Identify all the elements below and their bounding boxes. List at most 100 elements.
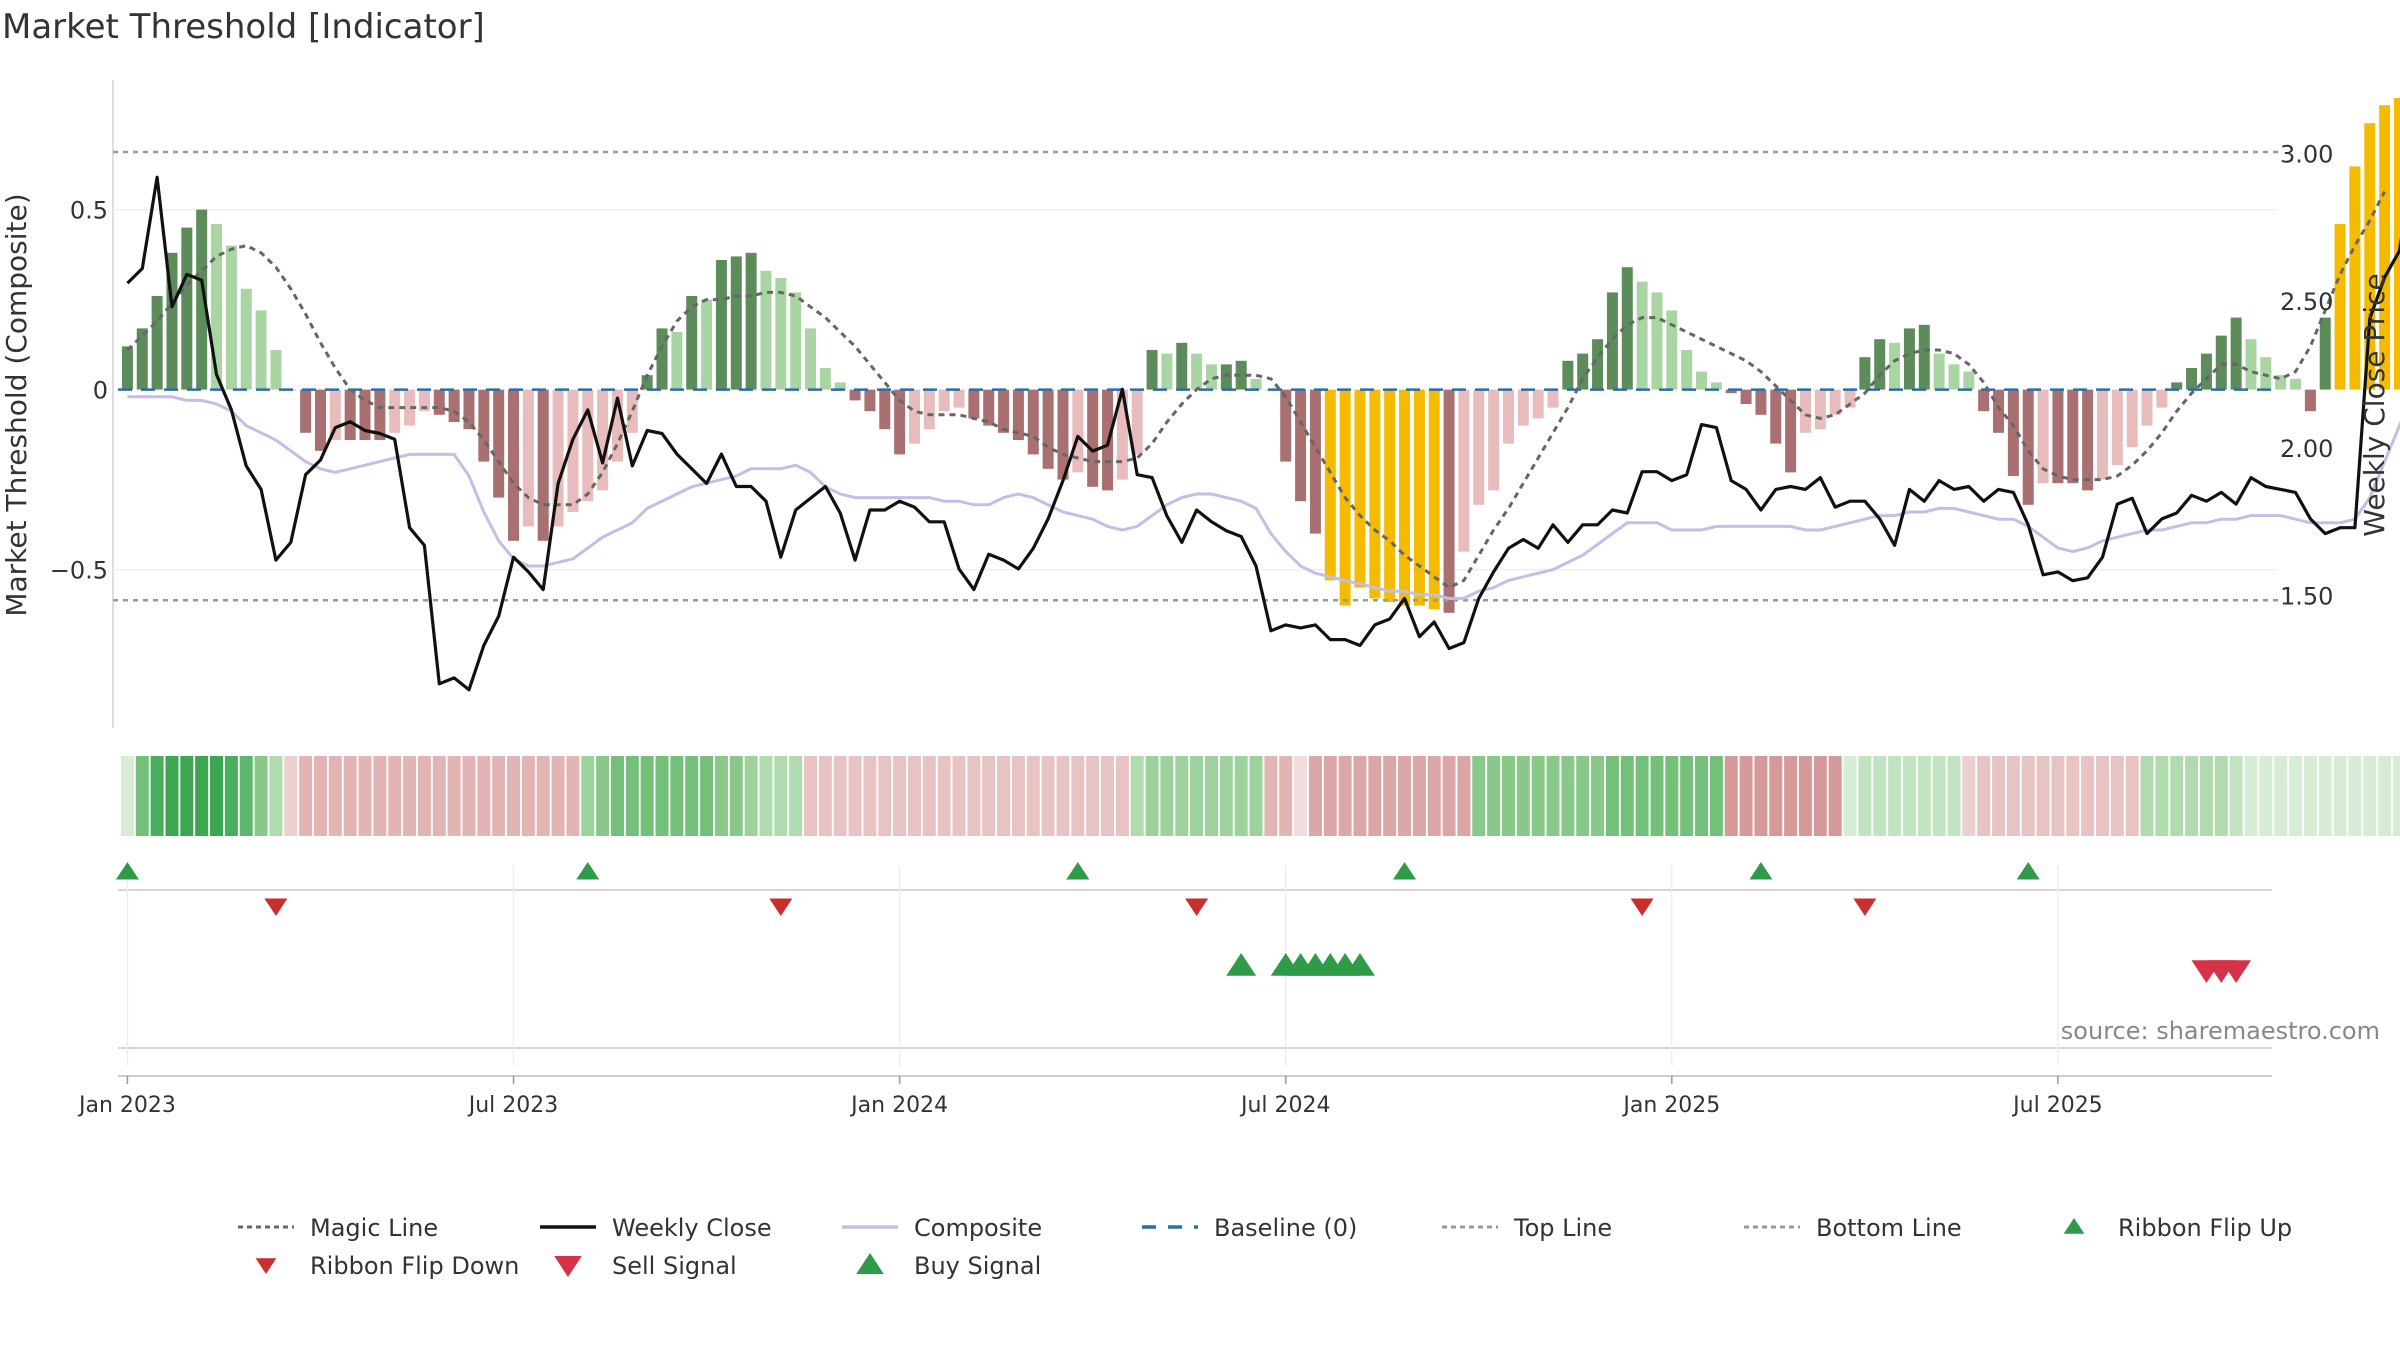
histogram-bar bbox=[151, 296, 163, 390]
histogram-bar bbox=[196, 209, 208, 390]
buy-signal-marker bbox=[1345, 953, 1375, 976]
histogram-bar bbox=[1384, 389, 1396, 602]
histogram-bar bbox=[344, 389, 356, 440]
ribbon-cell bbox=[1591, 756, 1605, 836]
histogram-bar bbox=[1027, 389, 1039, 455]
ribbon-cell bbox=[997, 756, 1011, 836]
histogram-bar bbox=[2022, 389, 2034, 505]
ribbon-cell bbox=[254, 756, 268, 836]
legend-baseline: Baseline (0) bbox=[1142, 1214, 1357, 1242]
ribbon-cell bbox=[655, 756, 669, 836]
date-gridlines bbox=[126, 866, 2059, 1066]
ribbon-cell bbox=[1576, 756, 1590, 836]
histogram-bar bbox=[834, 382, 846, 390]
ribbon-cell bbox=[1858, 756, 1872, 836]
ribbon-cell bbox=[1056, 756, 1070, 836]
ribbon-cell bbox=[2006, 756, 2020, 836]
ribbon-cell bbox=[447, 756, 461, 836]
histogram-bar bbox=[1369, 389, 1381, 599]
ribbon-cell bbox=[269, 756, 283, 836]
ribbon-cell bbox=[1531, 756, 1545, 836]
right-axis-ticks: 1.50 2.00 2.50 3.00 bbox=[2280, 141, 2333, 611]
ribbon-cell bbox=[2378, 756, 2392, 836]
histogram-bar bbox=[1324, 389, 1336, 581]
ribbon-cell bbox=[1412, 756, 1426, 836]
histogram-bar bbox=[1547, 389, 1559, 408]
ribbon-flip-up-marker bbox=[576, 862, 600, 880]
legend-composite: Composite bbox=[842, 1214, 1042, 1242]
ribbon-cell bbox=[1071, 756, 1085, 836]
ribbon-cell bbox=[2259, 756, 2273, 836]
ribbon-cell bbox=[1947, 756, 1961, 836]
histogram-bar bbox=[1116, 389, 1128, 480]
legend-ribbon-flip-down: Ribbon Flip Down bbox=[255, 1252, 519, 1280]
ribbon-cell bbox=[952, 756, 966, 836]
histogram-bar bbox=[314, 389, 326, 451]
ribbon-cell bbox=[2289, 756, 2303, 836]
histogram-bar bbox=[2275, 375, 2287, 390]
histogram-bar bbox=[1903, 328, 1915, 390]
ribbon-cell bbox=[1665, 756, 1679, 836]
histogram-bar bbox=[1874, 339, 1886, 390]
ribbon-cell bbox=[180, 756, 194, 836]
histogram-bar bbox=[522, 389, 534, 527]
ribbon-cell bbox=[1962, 756, 1976, 836]
ribbon-cell bbox=[2185, 756, 2199, 836]
legend-label: Bottom Line bbox=[1816, 1214, 1962, 1242]
ribbon-cell bbox=[789, 756, 803, 836]
histogram-bar bbox=[611, 389, 623, 462]
histogram-bar bbox=[329, 389, 341, 440]
histogram-bar bbox=[300, 389, 312, 433]
legend-label: Weekly Close bbox=[612, 1214, 772, 1242]
ribbon-cell bbox=[2318, 756, 2332, 836]
histogram-bar bbox=[953, 389, 965, 408]
histogram-bar bbox=[2037, 389, 2049, 484]
histogram-bar bbox=[1087, 389, 1099, 487]
ribbon-cell bbox=[2036, 756, 2050, 836]
ribbon-cell bbox=[610, 756, 624, 836]
histogram-bar bbox=[1072, 389, 1084, 473]
ribbon-cell bbox=[2199, 756, 2213, 836]
ribbon-flip-down-marker bbox=[1185, 898, 1209, 916]
histogram-bar bbox=[136, 328, 148, 390]
histogram-bar bbox=[1710, 382, 1722, 390]
ribbon-cell bbox=[120, 756, 134, 836]
main-panel: 0.5 0 −0.5 1.50 2.00 2.50 3.00 Market Thresho… bbox=[0, 80, 2400, 728]
ribbon-cell bbox=[1026, 756, 1040, 836]
ribbon-cell bbox=[1709, 756, 1723, 836]
ribbon-cell bbox=[967, 756, 981, 836]
ribbon-cell bbox=[937, 756, 951, 836]
histogram-bar bbox=[1725, 389, 1737, 394]
histogram-bar bbox=[404, 389, 416, 426]
histogram-bar bbox=[1502, 389, 1514, 444]
ribbon-cell bbox=[2125, 756, 2139, 836]
histogram-bar bbox=[1532, 389, 1544, 419]
histogram-bar bbox=[1191, 353, 1203, 390]
ribbon-cell bbox=[1041, 756, 1055, 836]
histogram-bar bbox=[166, 252, 178, 390]
ribbon-cell bbox=[417, 756, 431, 836]
histogram-bar bbox=[211, 224, 223, 390]
ribbon-cell bbox=[299, 756, 313, 836]
ribbon-cell bbox=[2051, 756, 2065, 836]
histogram-bar bbox=[2349, 166, 2361, 390]
date-axis-ticks: Jan 2023 Jul 2023 Jan 2024 Jul 2024 Jan 2025… bbox=[77, 1076, 2103, 1118]
ribbon-cell bbox=[1160, 756, 1174, 836]
date-tick-label: Jul 2025 bbox=[2011, 1093, 2103, 1118]
ribbon-cell bbox=[1561, 756, 1575, 836]
legend-buy-signal: Buy Signal bbox=[856, 1252, 1041, 1280]
ribbon-cell bbox=[1383, 756, 1397, 836]
histogram-bar bbox=[1978, 389, 1990, 412]
ribbon-cell bbox=[1813, 756, 1827, 836]
source-credit: source: sharemaestro.com bbox=[2061, 1017, 2380, 1045]
ribbon-cell bbox=[2333, 756, 2347, 836]
histogram-bar bbox=[730, 256, 742, 390]
ribbon-cell bbox=[878, 756, 892, 836]
histogram-bar bbox=[1696, 371, 1708, 390]
ribbon-cell bbox=[2244, 756, 2258, 836]
histogram-bar bbox=[2186, 368, 2198, 390]
ribbon-cell bbox=[1353, 756, 1367, 836]
ribbon-cell bbox=[1902, 756, 1916, 836]
histogram-bar bbox=[2290, 378, 2302, 390]
